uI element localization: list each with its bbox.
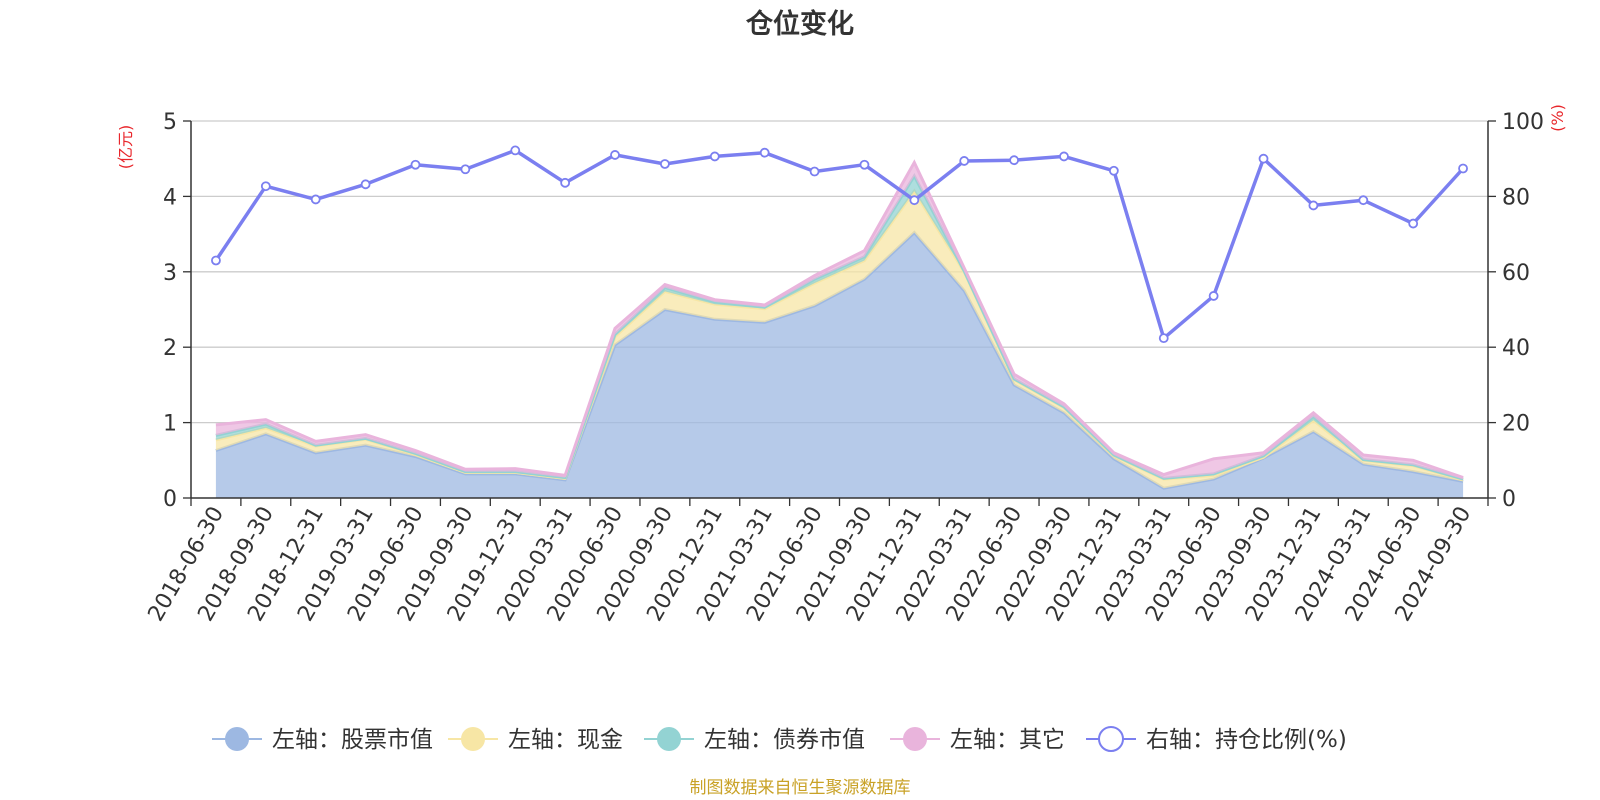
area-edge-4 [215,159,1464,480]
ratio-point [959,156,970,166]
ratio-point [909,195,920,206]
ratio-point [460,164,471,175]
ratio-point [410,159,421,170]
source-note: 制图数据来自恒生聚源数据库 [690,778,911,798]
ratio-point [660,159,670,169]
legend-marker-1 [225,727,249,751]
ratio-point [1358,195,1369,206]
right-axis-label: (%) [1548,104,1567,132]
left-axis-label: (亿元) [116,125,135,170]
right-tick-label: 80 [1502,185,1530,210]
ratio-point [510,145,521,156]
left-tick-label: 5 [163,110,177,135]
legend-label-5: 右轴：持仓比例(%) [1146,727,1347,753]
chart-title: 仓位变化 [745,8,854,40]
ratio-point [1059,151,1069,162]
left-tick-label: 4 [163,185,177,210]
right-tick-label: 60 [1502,261,1530,286]
right-tick-label: 40 [1502,336,1530,361]
ratio-point [610,150,620,160]
ratio-point [1458,163,1468,174]
legend-label-3: 左轴：债券市值 [704,727,865,753]
legend-label-2: 左轴：现金 [508,727,623,753]
ratio-point [260,181,271,192]
right-tick-label: 100 [1502,110,1544,135]
ratio-point [310,194,321,205]
ratio-point [1258,153,1269,164]
right-tick-label: 0 [1502,487,1516,512]
ratio-point [759,147,770,158]
ratio-point [560,177,571,188]
left-tick-label: 0 [163,487,177,512]
ratio-point [1009,155,1019,166]
stacked-areas [215,159,1464,498]
legend: 左轴：股票市值 左轴：现金 左轴：债券市值 左轴：其它 右轴：持仓比例(%) [212,726,1347,753]
left-tick-label: 3 [163,261,177,286]
left-tick-label: 1 [163,412,177,437]
ratio-point [1408,218,1419,229]
holding-ratio-path [214,148,1465,340]
left-tick-label: 2 [163,336,177,361]
legend-marker-4 [903,727,927,751]
ratio-point [360,179,371,190]
ratio-point [1208,291,1219,301]
area-1 [215,232,1464,498]
ratio-point [859,159,870,170]
right-tick-label: 20 [1502,412,1530,437]
holding-ratio-line [211,145,1468,344]
ratio-point [1308,200,1319,211]
ratio-point [809,166,820,177]
ratio-point [1158,333,1169,344]
legend-marker-3 [657,727,681,751]
legend-label-1: 左轴：股票市值 [272,727,433,753]
legend-label-4: 左轴：其它 [950,727,1065,753]
legend-marker-5 [1098,726,1124,752]
ratio-point [1108,165,1119,176]
ratio-point [709,151,720,162]
legend-marker-2 [461,727,485,751]
ratio-point [211,255,221,266]
